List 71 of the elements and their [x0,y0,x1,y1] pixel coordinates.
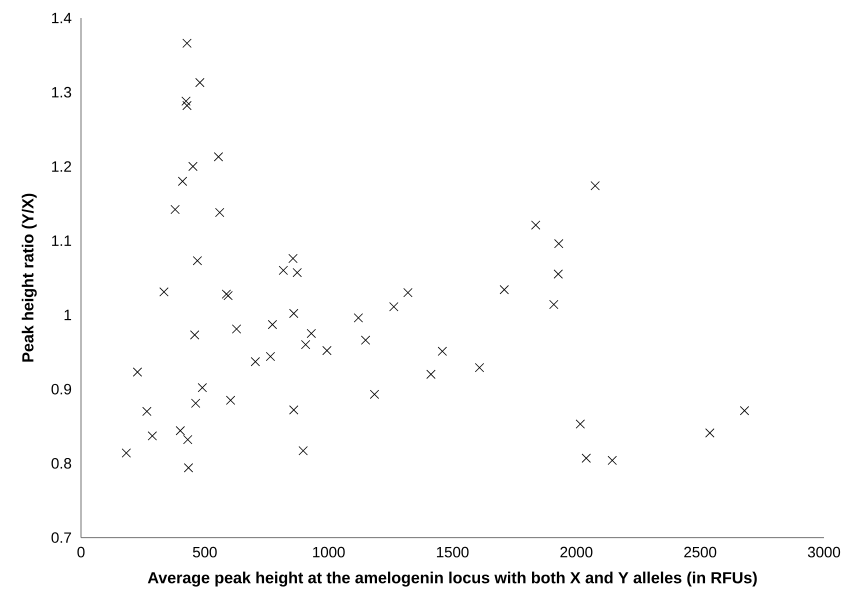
point [554,269,563,279]
x-tick-label: 1500 [436,546,469,558]
point [176,426,185,436]
point [268,320,278,330]
point [474,362,484,372]
point [403,288,413,298]
point [289,405,298,415]
y-tick-label: 1.2 [52,161,72,172]
point [195,78,205,88]
point [576,419,585,429]
y-axis-title: Peak height ratio (Y/X) [22,194,37,362]
point [148,431,157,441]
y-tick-label: 0.7 [52,532,72,543]
point [389,302,398,312]
point [582,454,591,463]
x-tick-label: 2000 [560,546,592,558]
point [370,390,380,399]
y-tick-label: 1.4 [52,12,72,24]
point [214,152,224,162]
x-tick-label: 0 [77,546,85,558]
point [132,367,142,377]
point [181,96,191,106]
point [705,428,714,438]
point [298,446,308,456]
point [531,220,540,230]
point [292,268,302,278]
point [226,396,236,405]
point [426,370,436,379]
point [190,330,200,340]
point [438,346,447,356]
point [142,406,152,416]
point [500,285,509,294]
point [322,346,332,356]
point [188,162,198,172]
point [183,434,192,444]
point [740,406,750,416]
point [122,448,131,458]
y-tick-label: 1.1 [52,236,72,246]
point [178,176,188,186]
point [590,181,600,190]
x-axis-title: Average peak height at the amelogenin locus with both X and Y alleles (in RFUs) [148,572,757,587]
point [192,256,202,266]
point [554,239,564,248]
point [360,336,370,345]
point [306,328,316,338]
point [300,340,310,350]
point [250,357,260,366]
point [191,398,200,408]
point [198,383,207,392]
point [549,300,558,310]
point [288,254,298,264]
point [608,456,617,466]
point [232,324,242,334]
point [289,308,298,318]
y-tick-label: 1 [64,310,72,320]
point [278,266,288,276]
y-tick-label: 1.3 [52,86,72,98]
y-tick-label: 0.9 [52,384,72,394]
x-tick-label: 1000 [313,546,345,558]
x-tick-label: 2500 [684,546,716,558]
x-tick-label: 500 [192,546,217,558]
point [159,287,169,297]
point [354,313,364,323]
y-tick-label: 0.8 [52,458,72,469]
x-tick-label: 3000 [808,546,840,558]
point [184,463,194,472]
point [170,204,180,214]
point [266,352,276,362]
point [215,208,224,218]
point [182,100,192,110]
point [182,38,192,48]
